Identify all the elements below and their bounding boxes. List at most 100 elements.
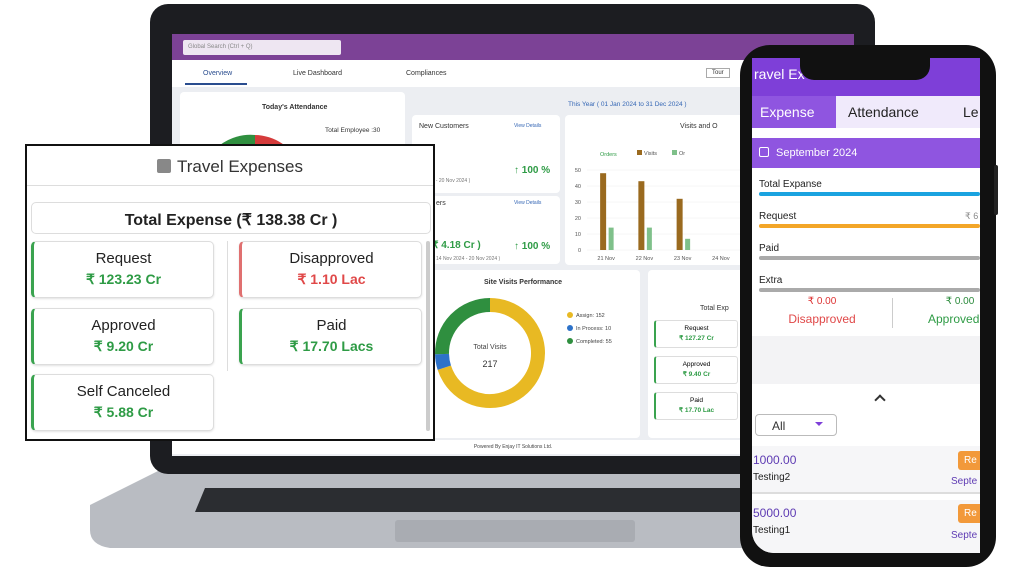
- status-card[interactable]: Self Canceled ₹ 5.88 Cr: [31, 374, 214, 431]
- bar: [685, 238, 691, 250]
- status-label: Disapproved: [788, 312, 856, 326]
- status-label: Approved: [928, 312, 980, 326]
- status-card[interactable]: Approved ₹ 9.20 Cr: [31, 308, 214, 365]
- list-item[interactable]: [752, 500, 980, 553]
- bar: [638, 181, 645, 250]
- donut-segment: [435, 298, 491, 355]
- card-title: Total Exp: [700, 305, 729, 312]
- tab[interactable]: Expense: [752, 96, 836, 128]
- card-title: Today's Attendance: [262, 104, 328, 111]
- amount: ₹ 127.27 Cr: [679, 335, 714, 342]
- tab[interactable]: Attendance: [848, 104, 919, 120]
- spacer: [752, 336, 980, 384]
- change: ↑ 100 %: [514, 165, 551, 176]
- footer: Powered By Enjay IT Solutions Ltd.: [172, 440, 854, 454]
- search-box[interactable]: Global Search (Ctrl + Q): [183, 40, 341, 55]
- amount: ₹ 9.40 Cr: [682, 371, 711, 378]
- status-amount: ₹ 0.00: [807, 296, 837, 307]
- legend-swatch: [637, 150, 642, 155]
- progress: [759, 288, 980, 292]
- center-label: Total Visits: [473, 344, 507, 351]
- orders-card: [412, 196, 560, 264]
- status-card[interactable]: Disapproved ₹ 1.10 Lac: [239, 241, 422, 298]
- list-item[interactable]: [752, 446, 980, 494]
- label: Self Canceled: [76, 383, 171, 400]
- donut-segment: [437, 298, 545, 408]
- badge: Re: [958, 504, 980, 523]
- bar: [676, 198, 683, 250]
- amount: ₹ 17.70 Lacs: [289, 338, 374, 354]
- filter-select[interactable]: All: [755, 414, 837, 436]
- travel-card: Travel Expenses Total Expense (₹ 138.38 …: [25, 144, 435, 441]
- tour-button[interactable]: Tour: [706, 68, 730, 78]
- item-month: Septe: [951, 476, 978, 487]
- donut-segment: [435, 353, 452, 370]
- total-employee: Total Employee :30: [325, 127, 381, 134]
- mini-card: Paid ₹ 17.70 Lac: [654, 392, 738, 420]
- divider: [892, 298, 893, 328]
- tab[interactable]: Overview: [203, 70, 233, 77]
- item-name: Testing2: [753, 472, 791, 483]
- label: Approved: [682, 361, 711, 368]
- label: Approved: [91, 317, 156, 334]
- bar: [646, 227, 652, 250]
- status-card[interactable]: Request ₹ 123.23 Cr: [31, 241, 214, 298]
- orders-value: ( ₹ 4.18 Cr ): [426, 240, 481, 251]
- date-range[interactable]: This Year ( 01 Jan 2024 to 31 Dec 2024 ): [568, 101, 687, 108]
- legend-label: Completed: 55: [576, 339, 612, 345]
- app-title: ravel Ex: [754, 66, 805, 82]
- legend-dot: [567, 312, 573, 318]
- badge: Re: [958, 451, 980, 470]
- keyboard: [195, 488, 830, 512]
- phone-screen: ravel Ex Expense Attendance Le September…: [752, 58, 980, 553]
- bar: [608, 227, 614, 250]
- legend-dot: [567, 325, 573, 331]
- x-tick-label: 24 Nov: [712, 256, 730, 262]
- change: ↑ 100 %: [514, 241, 551, 252]
- mini-card: Request ₹ 127.27 Cr: [654, 320, 738, 348]
- link[interactable]: View Details: [514, 123, 542, 129]
- phone-button: [994, 165, 998, 215]
- item-amount: 1000.00: [753, 453, 797, 467]
- card-title: Travel Expenses: [27, 146, 433, 186]
- visits-chart: 0 10 20 30 40 50 Visits Or 21 Nov 22 Nov 23 Nov 24 …: [575, 150, 740, 262]
- item-name: Testing1: [753, 525, 791, 536]
- item-month: Septe: [951, 530, 978, 541]
- x-tick-label: 23 Nov: [674, 256, 692, 262]
- legend-label: Visits: [644, 151, 657, 157]
- legend-swatch: [672, 150, 677, 155]
- legend-prefix: Orders: [600, 152, 617, 158]
- divider: [227, 241, 228, 371]
- tab[interactable]: Le: [963, 104, 979, 120]
- center-total: 217: [482, 359, 497, 369]
- bar: [600, 173, 607, 250]
- card-title: Visits and O: [680, 123, 718, 130]
- amount: ₹ 1.10 Lac: [297, 271, 366, 287]
- calendar-icon: [759, 147, 769, 157]
- donut-chart: Assign: 152 In Process: 10 Completed: 55 To…: [435, 298, 612, 408]
- collapse-icon[interactable]: [874, 394, 886, 406]
- x-tick-label: 21 Nov: [597, 256, 615, 262]
- month-bar[interactable]: September 2024: [752, 138, 980, 168]
- tab[interactable]: Compliances: [406, 70, 447, 77]
- tab[interactable]: Live Dashboard: [293, 70, 343, 77]
- label: Paid: [316, 317, 347, 334]
- amount: ₹ 5.88 Cr: [93, 404, 154, 420]
- row-label: Paid: [759, 243, 780, 254]
- row-label: Extra: [759, 275, 783, 286]
- status-card[interactable]: Paid ₹ 17.70 Lacs: [239, 308, 422, 365]
- site-visits-card: [412, 270, 640, 438]
- y-tick-label: 40: [575, 184, 581, 190]
- link[interactable]: View Details: [514, 200, 542, 206]
- row-amount: ₹ 6: [965, 211, 979, 221]
- row-label: Request: [759, 211, 797, 222]
- notch: [800, 58, 930, 80]
- status-amount: ₹ 0.00: [945, 296, 975, 307]
- suitcase-icon: [157, 159, 171, 173]
- mini-card: Approved ₹ 9.40 Cr: [654, 356, 738, 384]
- progress: [759, 192, 980, 196]
- dropdown-caret: [815, 422, 823, 430]
- total-expense: Total Expense (₹ 138.38 Cr ): [31, 202, 431, 234]
